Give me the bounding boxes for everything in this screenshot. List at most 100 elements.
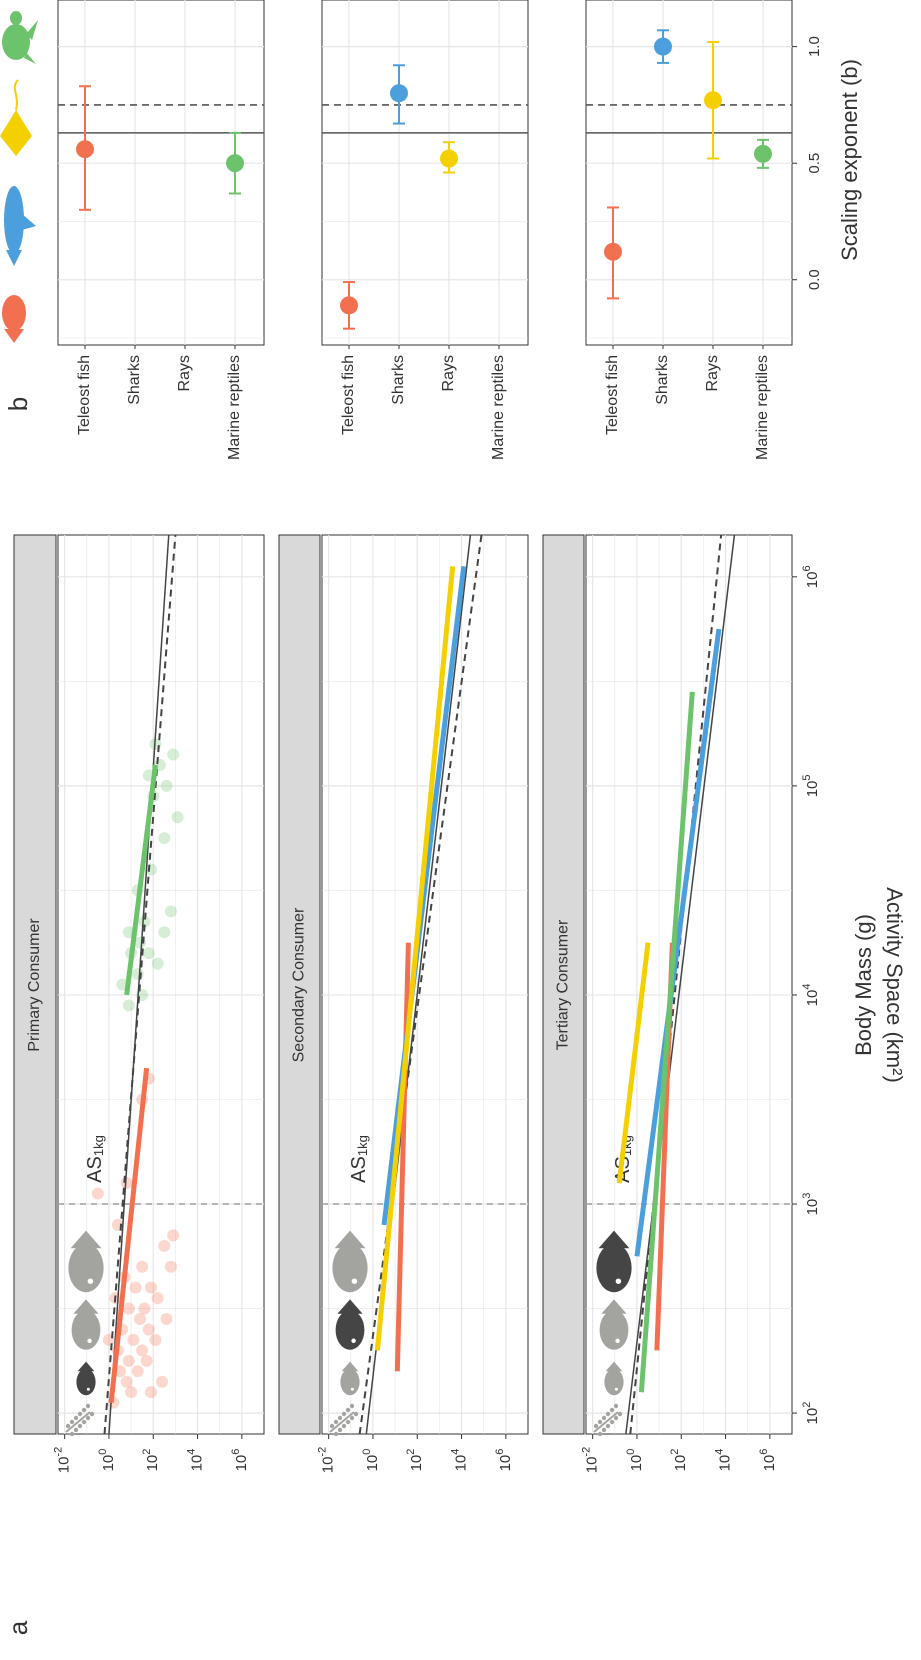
fish-silhouette-icon [71,1299,101,1350]
data-point [129,1281,142,1294]
plant-leaf [65,1423,71,1429]
fish-tail [334,1230,366,1249]
y-tick-label: 100 [97,1449,117,1472]
facet-title: Primary Consumer [26,918,43,1052]
category-label: Teleost fish [604,355,621,435]
x-axis-title: Body Mass (g) [851,914,876,1056]
data-point [91,1187,104,1200]
plant-icon [65,1403,95,1437]
data-point [151,957,164,970]
fish-tail [73,1299,99,1314]
x-tick-label: 103 [801,1193,821,1216]
fish-silhouette-icon [340,1361,360,1396]
plant-leaf [613,1403,619,1409]
plant-leaf [613,1415,619,1421]
series-fit-line [616,942,651,1184]
reference-line-label: AS1kg [348,1135,370,1183]
fish-body [599,1310,629,1350]
plant-leaf [337,1415,343,1421]
plot-area-b [585,0,793,346]
category-label: Marine reptiles [754,355,771,460]
icon-fin [22,214,36,230]
data-point [138,1302,151,1315]
plot-area-b [321,0,529,346]
plant-leaf [349,1415,355,1421]
plant-leaf [617,1411,623,1417]
data-point [158,832,171,845]
data-point [136,1260,149,1273]
x-tick-label: 102 [801,1402,821,1425]
data-point [171,811,184,824]
data-point [151,1292,164,1305]
plant-leaf [353,1411,359,1417]
plant-leaf [609,1407,615,1413]
data-point [122,1354,135,1367]
category-label: Sharks [390,355,407,405]
y-tick-label: 102 [141,1449,161,1472]
fish-body [335,1310,365,1350]
y-tick-label: 104 [185,1449,205,1472]
overall-fit-dashed-line [103,534,177,1435]
plant-leaf [341,1411,347,1417]
plant-stem [65,1411,91,1433]
series-fit-line [638,691,695,1393]
plant-leaf [333,1431,339,1437]
plot-area [321,534,529,1435]
fish-body [76,1368,96,1396]
plant-leaf [77,1423,83,1429]
plant-leaf [73,1427,79,1433]
fish-eye [615,1278,622,1284]
fish-tail [598,1230,630,1249]
panel-b-letter: b [3,397,33,411]
fish-eye [351,1338,356,1344]
category-label: Marine reptiles [226,355,243,460]
panel-a-letter: a [3,1620,33,1635]
plant-leaf [85,1403,91,1409]
data-point [145,1386,158,1399]
plant-leaf [597,1431,603,1437]
y-tick-label: 100 [625,1449,645,1472]
facet-a-2: Secondary Consumer AS1kg 106 104 102 100 10-2 [278,534,529,1473]
plant-leaf [345,1419,351,1425]
plant-leaf [593,1423,599,1429]
estimate-point [654,37,672,56]
fish-eye [351,1278,358,1284]
plant-leaf [601,1427,607,1433]
facet-title: Secondary Consumer [291,907,308,1062]
y-tick-label: 106 [230,1449,250,1472]
facet-strip [278,534,321,1435]
data-point [164,1260,177,1273]
plant-leaf [609,1419,615,1425]
icon-tail [13,79,19,111]
series-fit-line [381,566,467,1226]
icon-body [2,295,26,331]
series-fit-line [374,566,456,1351]
series-fit-line [108,1067,150,1403]
fish-silhouette-icon [68,1230,104,1293]
y-tick-label: 106 [758,1449,778,1472]
icon-body [4,186,24,254]
estimate-point [226,154,244,173]
y-tick-label: 10-2 [53,1447,73,1473]
estimate-point [440,149,458,168]
fish-silhouette-icon [604,1361,624,1396]
data-point [120,1375,133,1388]
reference-line-label: AS1kg [84,1135,106,1183]
icon-tail [4,329,24,343]
plant-leaf [597,1419,603,1425]
facet-b-2: Teleost fish Sharks Rays Marine reptiles [321,0,529,460]
category-label: Sharks [654,355,671,405]
y-tick-label: 104 [449,1449,469,1472]
fish-eye [350,1387,354,1391]
series-fit-line [634,628,722,1257]
fish-tail [70,1230,102,1249]
data-point [127,1333,140,1346]
data-point [160,779,173,792]
facet-a-1: Primary Consumer AS1kg 106 104 102 100 10-2 [13,534,265,1473]
data-point [142,947,155,960]
data-point [167,748,180,761]
plant-leaf [605,1423,611,1429]
data-point [158,1239,171,1252]
shark-silhouette-icon [4,186,36,266]
data-point [149,1333,162,1346]
